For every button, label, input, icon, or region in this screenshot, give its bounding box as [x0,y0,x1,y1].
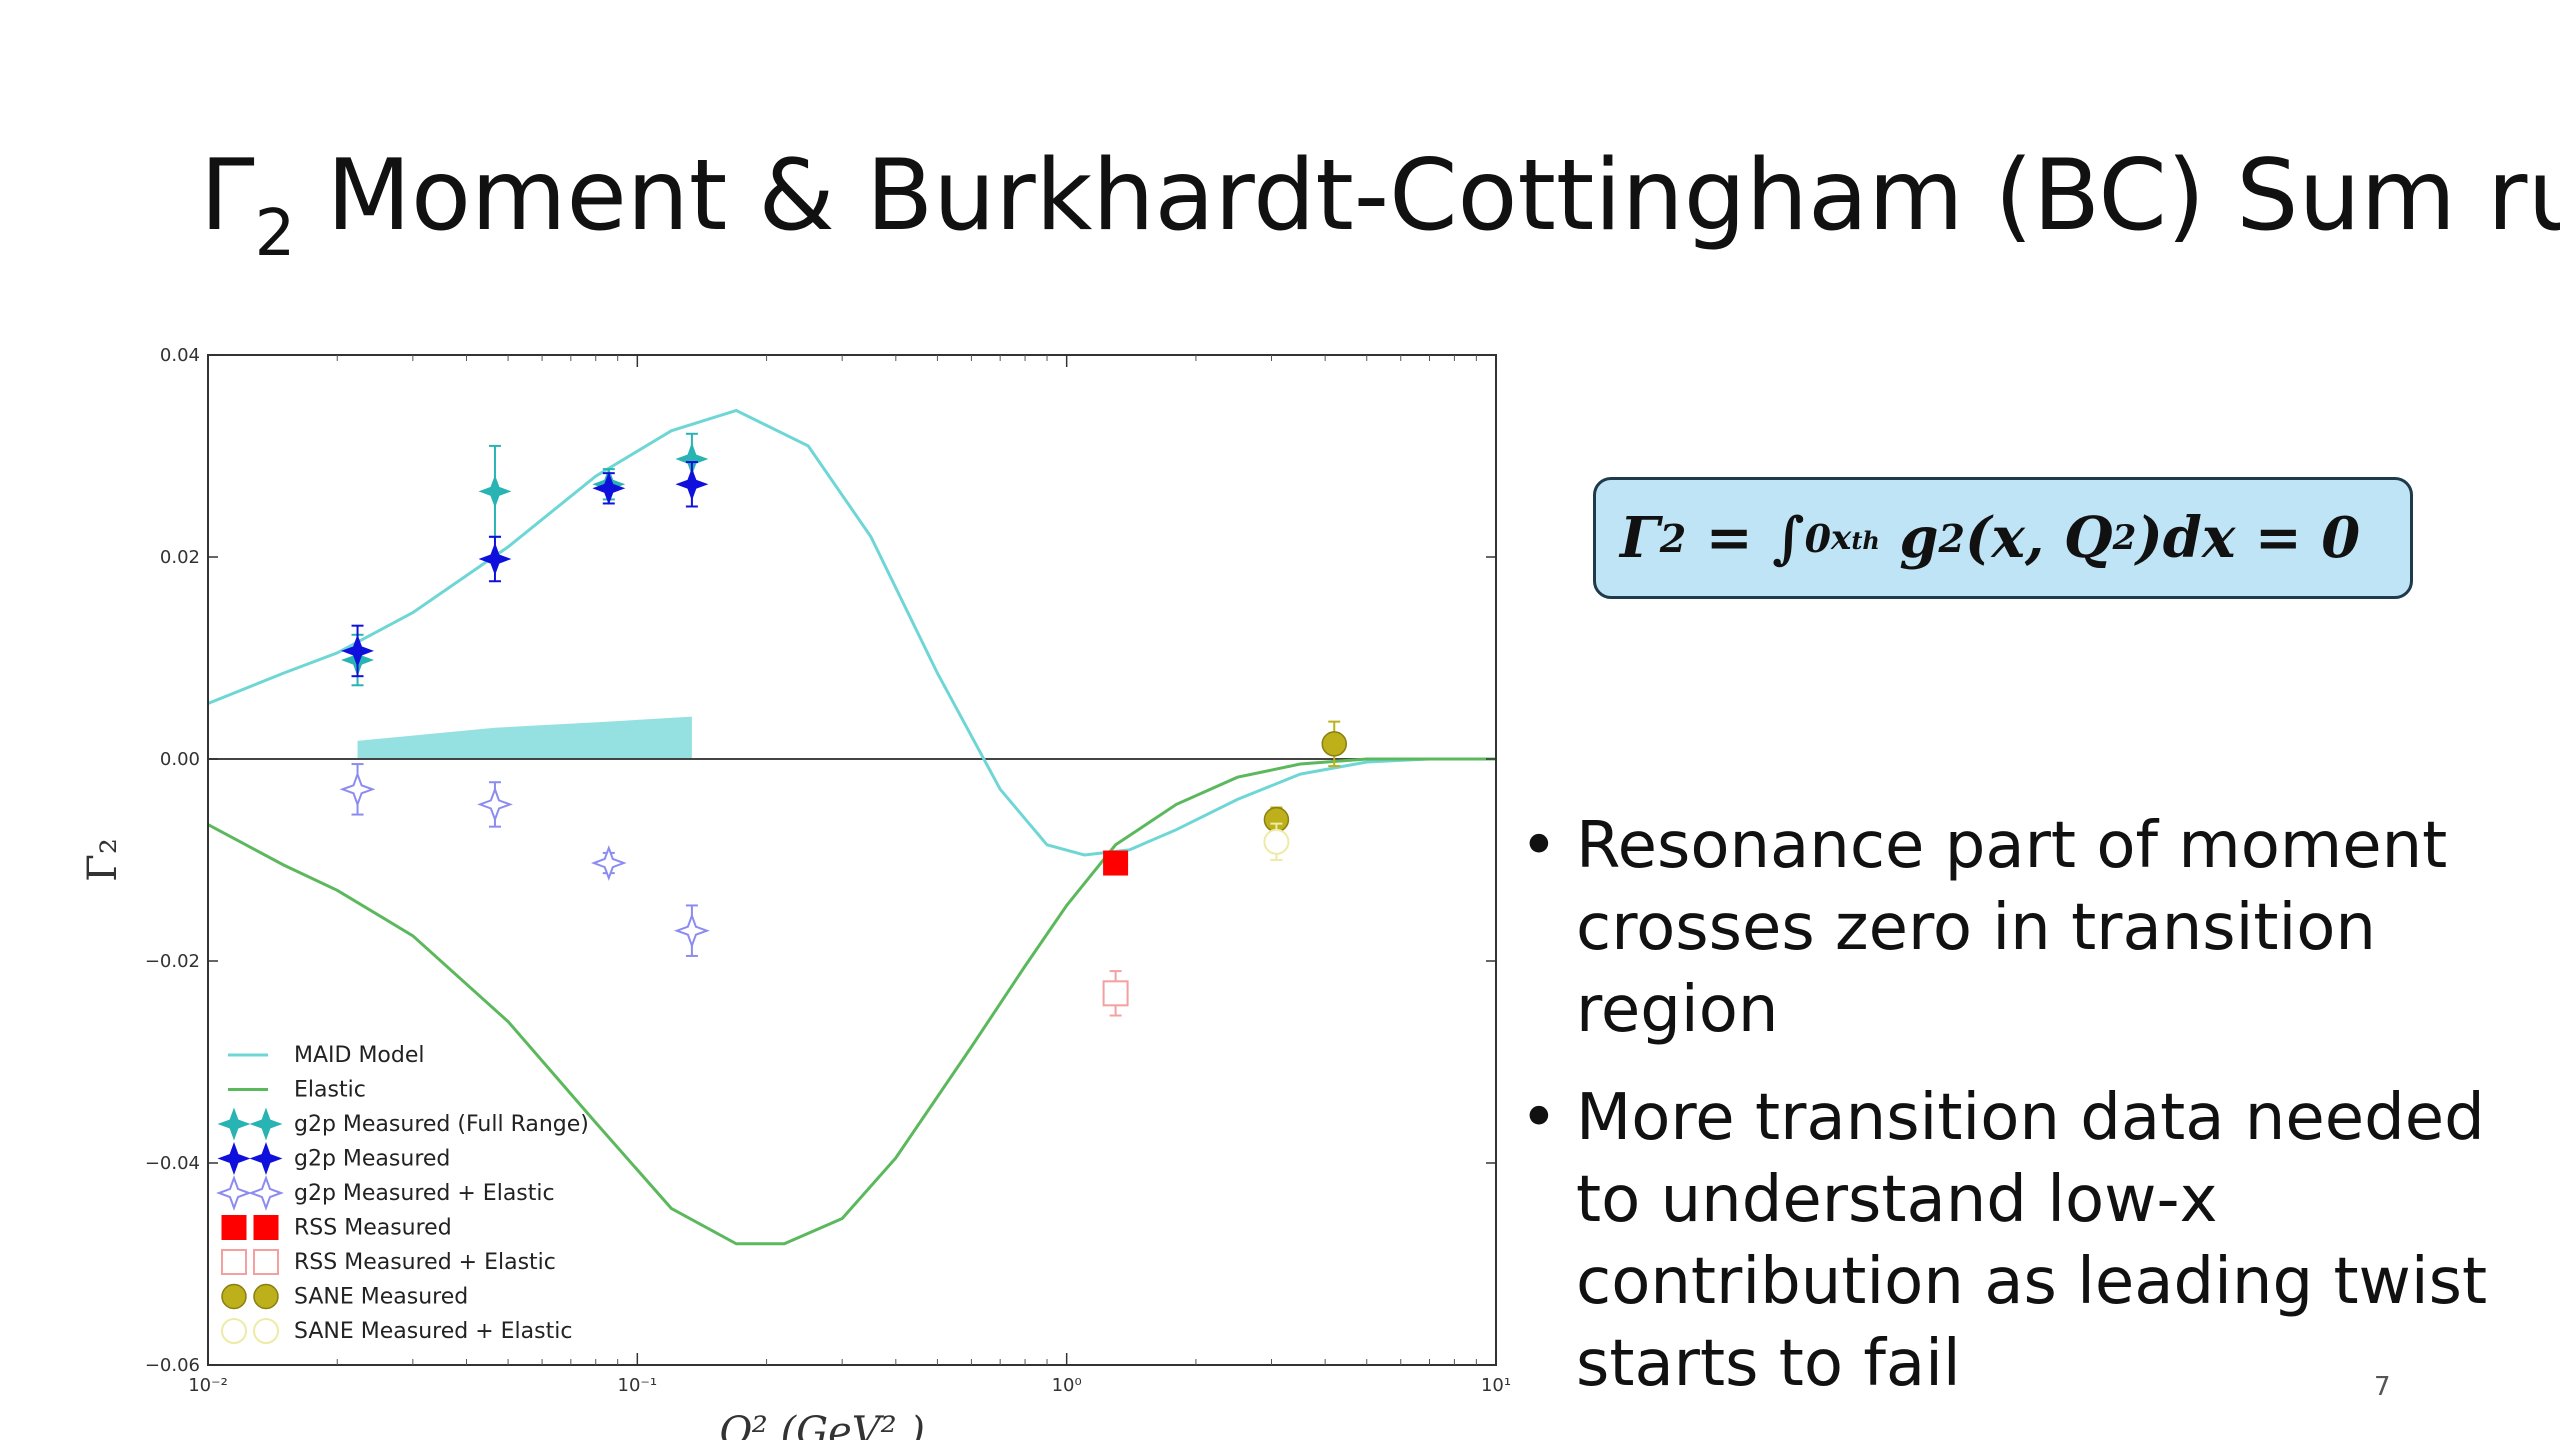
x-tick-label: 10⁰ [1052,1375,1082,1396]
point-rss-measured [1103,850,1129,876]
legend-label: Elastic [294,1078,366,1103]
title-text: Moment & Burkhardt-Cottingham (BC) Sum r… [295,139,2560,253]
series-line-maid-model [208,408,1496,857]
x-tick-label: 10¹ [1481,1375,1511,1396]
point-sane-measured-elastic [1263,828,1290,855]
y-tick-label: 0.04 [160,345,200,366]
point-g2p-measured [478,542,512,576]
formula-lhs: Γ [1620,505,1660,571]
legend-label: RSS Measured [294,1216,452,1241]
legend-swatch [248,1175,284,1211]
legend-swatch [221,1215,247,1240]
y-axis-label: Γ₂ [80,838,126,882]
legend-swatch [217,1142,251,1175]
formula-eq: = [1686,505,1773,571]
formula-args: (x, Q [1964,505,2113,571]
legend-swatch [253,1249,279,1275]
formula-upper-limit-sub: th [1851,526,1880,555]
point-g2p-measured-elastic [673,912,710,949]
formula-tail: )dx = 0 [2136,505,2361,571]
legend-swatch [221,1249,247,1275]
plot-layer [208,408,1496,1246]
legend-label: g2p Measured [294,1147,450,1172]
point-sane-measured [1321,731,1347,757]
point-g2p-measured-full-range- [478,474,512,508]
legend-swatch [253,1318,279,1344]
y-tick-label: −0.04 [145,1153,200,1174]
legend-swatch [216,1175,252,1211]
page-number: 7 [2374,1372,2391,1402]
legend-label: g2p Measured + Elastic [294,1181,555,1206]
legend-label: g2p Measured (Full Range) [294,1112,589,1137]
title-gamma-subscript: 2 [254,197,296,271]
legend-swatch [217,1107,251,1141]
legend-label: SANE Measured + Elastic [294,1319,572,1344]
point-g2p-measured-elastic [339,771,376,808]
bullet-list: • Resonance part of moment crosses zero i… [1520,805,2540,1431]
point-rss-measured-elastic [1102,980,1129,1007]
bullet-dot: • [1520,809,1558,883]
y-tick-label: −0.06 [145,1355,200,1376]
legend-swatch [253,1283,279,1310]
legend-label: SANE Measured [294,1285,468,1310]
legend: MAID Model Elastic g2p Measured (Full Rang… [216,1043,589,1344]
bullet-text: More transition data needed to understan… [1576,1081,2488,1401]
formula-lower-limit: 0 [1804,515,1832,561]
x-axis-label: Q² (GeV² ) [719,1409,925,1440]
slide-title: Γ2 Moment & Burkhardt-Cottingham (BC) Su… [200,139,2560,271]
legend-swatch [249,1142,283,1175]
point-g2p-measured [675,467,709,501]
gamma2-chart: 0.04 0.02 0.00 −0.02 −0.04 −0.06 10⁻² 10⁻¹ 10⁰ 10… [60,330,1520,1445]
point-g2p-measured [341,634,374,668]
legend-swatch [221,1283,247,1310]
title-gamma: Γ [200,139,255,253]
formula-args-sup: 2 [2112,518,2137,558]
correction-band [357,716,692,759]
formula-lhs-sub: 2 [1659,515,1687,561]
bullet-item: • Resonance part of moment crosses zero i… [1520,805,2540,1051]
legend-swatch [249,1107,283,1141]
formula-upper-limit: x [1831,518,1852,558]
x-tick-label: 10⁻² [188,1375,228,1396]
legend-swatch [221,1318,247,1344]
bullet-dot: • [1520,1081,1558,1155]
formula-integrand: g [1879,505,1939,571]
y-tick-label: 0.00 [160,749,200,770]
plot-background [208,355,1496,1365]
series-line-elastic [208,757,1496,1246]
plot-frame [207,354,1497,1366]
formula-integrand-sub: 2 [1938,515,1965,561]
bullet-text: Resonance part of moment crosses zero in… [1576,809,2448,1047]
x-tick-label: 10⁻¹ [618,1375,658,1396]
legend-label: MAID Model [294,1043,425,1068]
bullet-item: • More transition data needed to understa… [1520,1077,2540,1405]
y-tick-label: −0.02 [145,951,200,972]
point-g2p-measured [592,471,626,505]
formula-integral: ∫ [1772,505,1805,571]
legend-swatch [253,1215,279,1240]
y-tick-label: 0.02 [160,547,200,568]
legend-label: RSS Measured + Elastic [294,1250,556,1275]
point-g2p-measured-elastic [477,786,513,823]
point-g2p-measured-elastic [590,845,627,881]
